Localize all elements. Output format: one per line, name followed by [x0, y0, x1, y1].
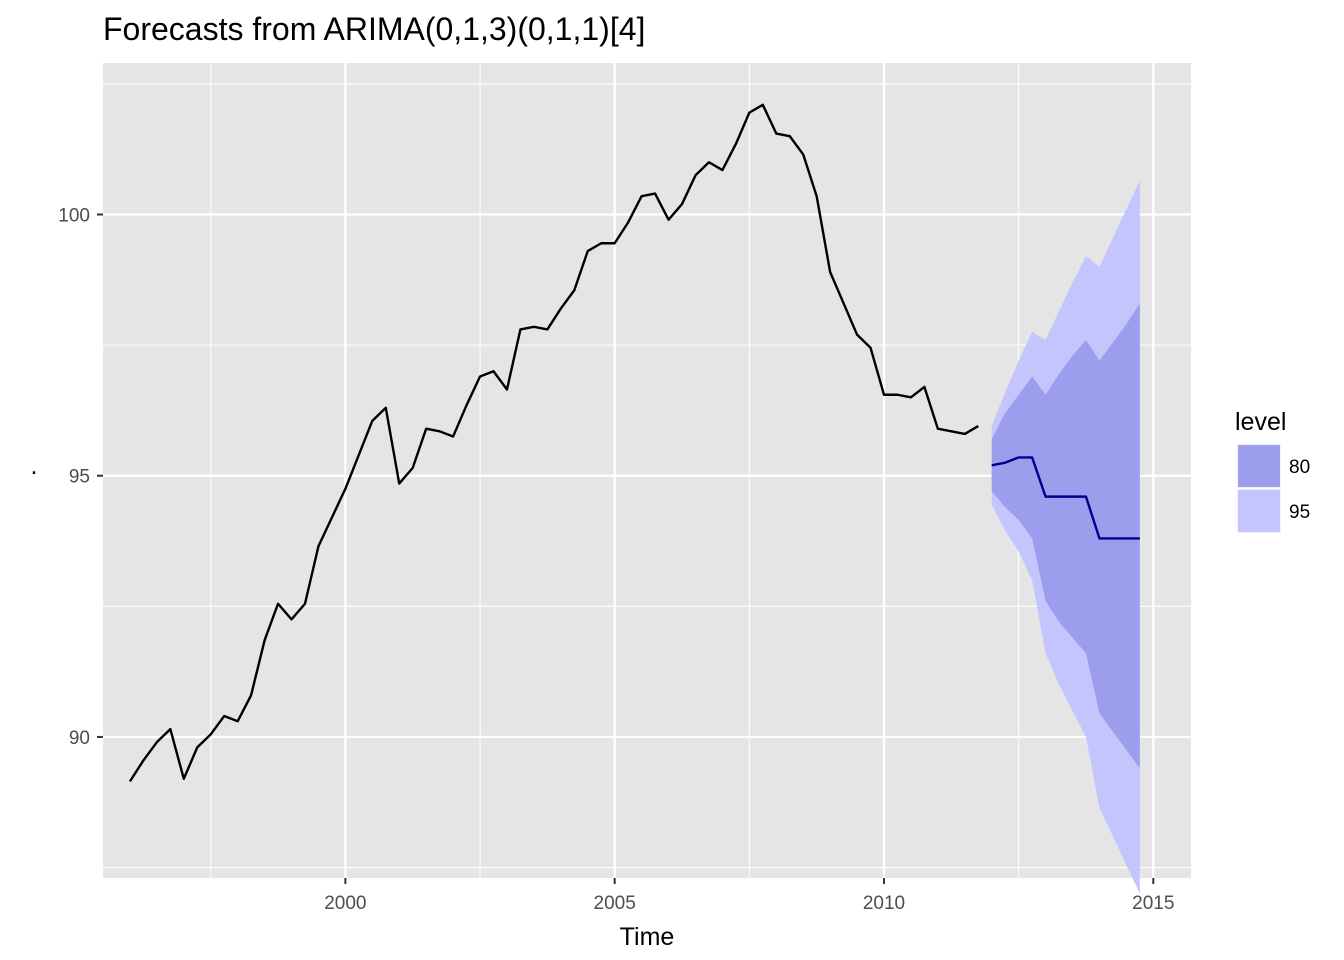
y-tick-label: 95 [69, 467, 90, 488]
legend-swatch-95 [1238, 490, 1280, 532]
legend: level 80 95 [1235, 408, 1310, 533]
legend-title: level [1235, 408, 1286, 436]
x-axis: 2000 2005 2010 2015 [324, 878, 1174, 914]
y-axis-title: . [31, 452, 38, 480]
x-tick-label: 2015 [1132, 893, 1174, 914]
band-80 [991, 303, 1140, 769]
legend-label-95: 95 [1289, 502, 1310, 523]
x-axis-title: Time [620, 923, 675, 951]
x-tick-label: 2010 [863, 893, 905, 914]
series-lines [128, 103, 1140, 782]
history-line [128, 103, 979, 782]
x-tick-label: 2000 [324, 893, 366, 914]
major-gridlines [103, 63, 1191, 878]
x-tick-label: 2005 [594, 893, 636, 914]
y-axis: 90 95 100 [58, 206, 103, 749]
chart-title: Forecasts from ARIMA(0,1,3)(0,1,1)[4] [103, 11, 645, 47]
minor-gridlines [103, 63, 1191, 878]
y-tick-label: 100 [58, 206, 90, 227]
forecast-bands [991, 180, 1140, 894]
legend-swatch-80 [1238, 445, 1280, 487]
legend-label-80: 80 [1289, 457, 1310, 478]
y-tick-label: 90 [69, 728, 90, 749]
forecast-line [991, 456, 1140, 540]
